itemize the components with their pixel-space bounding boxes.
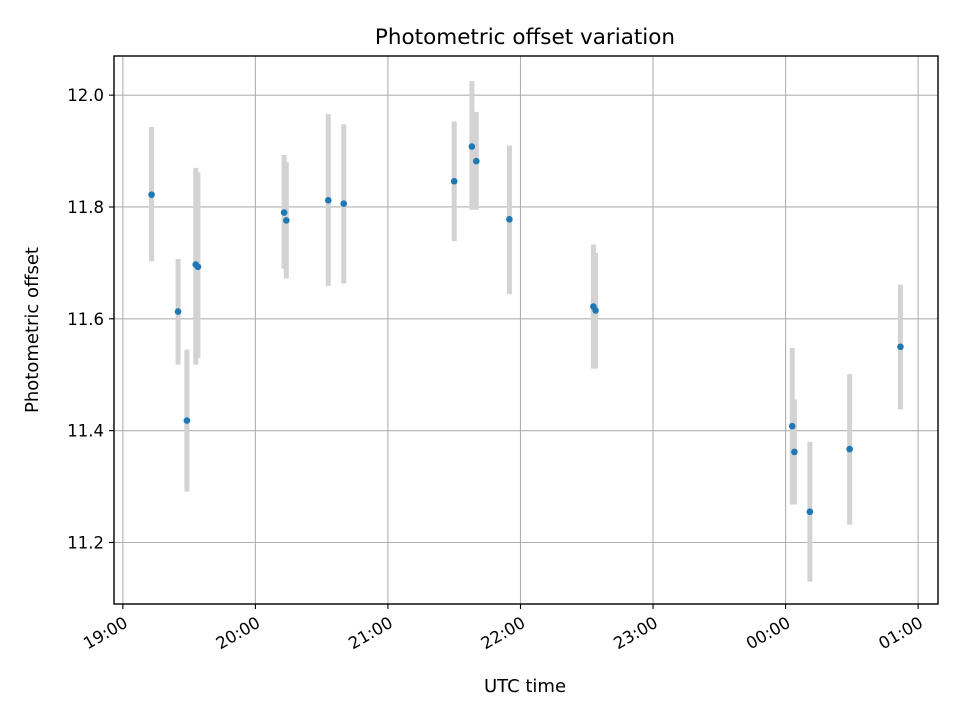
data-point xyxy=(174,308,182,315)
y-tick-label: 11.4 xyxy=(67,422,104,441)
data-point xyxy=(791,448,798,456)
data-point xyxy=(280,209,288,216)
data-point xyxy=(340,200,348,207)
x-axis-title: UTC time xyxy=(484,676,566,697)
data-point xyxy=(148,191,155,198)
y-axis-ticks: 11.2 11.4 11.6 11.8 12.0 xyxy=(67,86,114,552)
y-tick-label: 12.0 xyxy=(67,86,104,105)
y-tick-label: 11.2 xyxy=(67,533,104,552)
y-tick-label: 11.6 xyxy=(67,310,104,329)
data-point xyxy=(283,217,290,224)
data-point xyxy=(468,143,476,150)
data-point xyxy=(788,422,796,430)
y-axis-title: Photometric offset xyxy=(22,247,43,413)
data-point xyxy=(183,417,191,424)
data-point xyxy=(846,445,853,453)
data-point xyxy=(194,263,202,271)
data-point xyxy=(324,196,332,204)
plot-frame xyxy=(113,55,939,605)
data-points xyxy=(148,143,904,516)
data-point xyxy=(806,508,814,516)
y-tick-label: 11.8 xyxy=(67,198,104,217)
data-point xyxy=(450,177,458,185)
data-point xyxy=(592,307,599,314)
data-point xyxy=(506,215,513,223)
data-point xyxy=(897,343,904,351)
data-point xyxy=(472,157,480,165)
grid xyxy=(114,56,938,604)
chart-title: Photometric offset variation xyxy=(375,25,675,50)
